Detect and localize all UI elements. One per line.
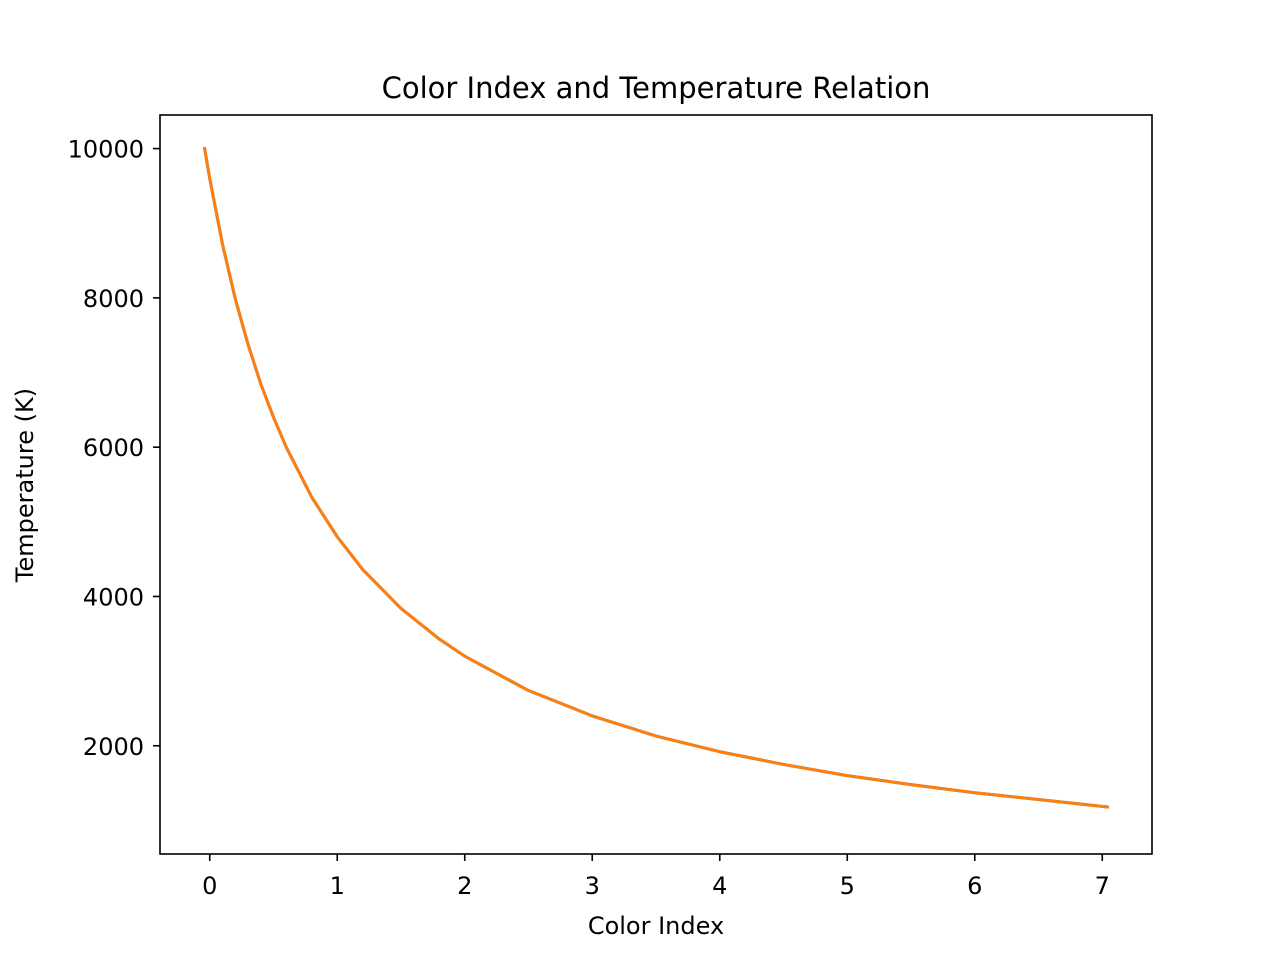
- x-tick-label: 5: [840, 872, 855, 900]
- y-tick-label: 6000: [83, 434, 144, 462]
- x-tick-label: 2: [457, 872, 472, 900]
- series-line: [202, 146, 1110, 809]
- plot-area: 0 1 2 3 4 5 6 7 2000 4000 6000 8000 10000: [68, 114, 1153, 900]
- axes-frame: [159, 114, 1153, 855]
- x-tick-label: 0: [202, 872, 217, 900]
- chart-title: Color Index and Temperature Relation: [382, 71, 931, 105]
- x-tick-label: 3: [585, 872, 600, 900]
- y-tick-label: 10000: [68, 136, 144, 164]
- x-axis-label: Color Index: [588, 912, 724, 940]
- y-axis-label: Temperature (K): [11, 388, 39, 583]
- x-tick-label: 1: [330, 872, 345, 900]
- y-tick-label: 4000: [83, 583, 144, 611]
- y-tick-label: 8000: [83, 285, 144, 313]
- x-tick-label: 4: [712, 872, 727, 900]
- x-tick-label: 6: [967, 872, 982, 900]
- x-tick-label: 7: [1095, 872, 1110, 900]
- y-tick-label: 2000: [83, 733, 144, 761]
